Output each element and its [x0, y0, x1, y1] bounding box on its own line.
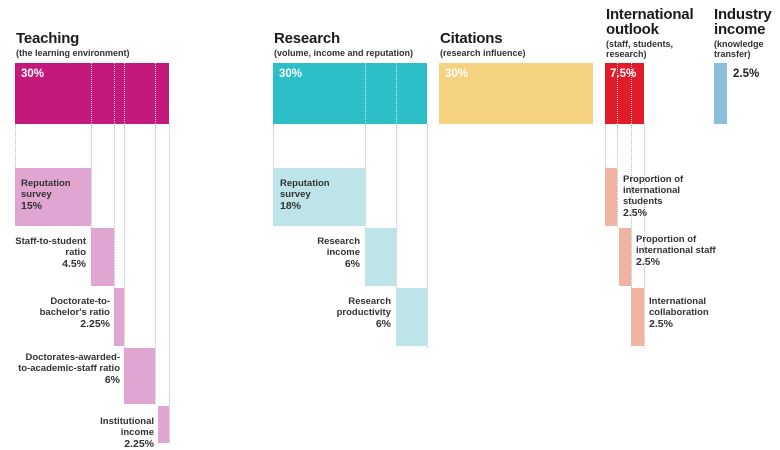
teaching-doctorates-awarded-label: Doctorates-awarded-to-academic-staff rat…: [18, 352, 120, 386]
citations-subtitle: (research influence): [440, 48, 526, 58]
international-students-block: [605, 168, 617, 226]
teaching-institutional-income-block: [158, 406, 169, 443]
international-weight-bar: 7.5%: [605, 63, 644, 124]
citations-title: Citations: [440, 30, 503, 47]
industry-weight: 2.5%: [733, 68, 760, 80]
teaching-staff-ratio-block: [91, 228, 114, 286]
research-productivity-block: [396, 288, 427, 346]
industry-title: Industry income: [714, 6, 772, 38]
international-title: International outlook: [606, 6, 694, 38]
international-students-label: Proportion of international students 2.5…: [623, 174, 684, 219]
research-productivity-label: Research productivity 6%: [336, 296, 391, 330]
industry-weight-bar: [714, 63, 727, 124]
teaching-staff-ratio-label: Staff-to-student ratio 4.5%: [15, 236, 86, 270]
teaching-doctorate-ratio-block: [114, 288, 124, 346]
research-income-label: Research income 6%: [317, 236, 360, 270]
teaching-title: Teaching: [16, 30, 80, 47]
international-weight: 7.5%: [610, 68, 637, 80]
research-subtitle: (volume, income and reputation): [274, 48, 414, 58]
teaching-reputation-block: Reputation survey 15%: [15, 168, 91, 226]
teaching-doctorate-ratio-label: Doctorate-to-bachelor's ratio 2.25%: [39, 296, 110, 330]
research-weight-bar: 30%: [273, 63, 427, 124]
teaching-weight-bar: 30%: [15, 63, 169, 124]
research-reputation-label: Reputation survey 18%: [280, 178, 330, 212]
citations-weight-bar: 30%: [439, 63, 593, 124]
international-staff-label: Proportion of international staff 2.5%: [636, 234, 716, 268]
research-title: Research: [274, 30, 340, 47]
teaching-doctorates-awarded-block: [124, 348, 155, 404]
research-reputation-block: Reputation survey 18%: [273, 168, 365, 226]
teaching-weight: 30%: [21, 68, 45, 80]
teaching-institutional-income-label: Institutional income 2.25%: [100, 416, 154, 450]
international-staff-block: [619, 228, 631, 286]
international-subtitle: (staff, students, research): [606, 39, 674, 59]
international-collaboration-block: [631, 288, 644, 346]
teaching-reputation-label: Reputation survey 15%: [21, 178, 71, 212]
research-income-block: [365, 228, 396, 286]
research-weight: 30%: [279, 68, 303, 80]
citations-weight: 30%: [445, 68, 469, 80]
teaching-subtitle: (the learning environment): [16, 48, 130, 58]
international-collaboration-label: International collaboration 2.5%: [649, 296, 709, 330]
industry-subtitle: (knowledge transfer): [714, 39, 764, 59]
